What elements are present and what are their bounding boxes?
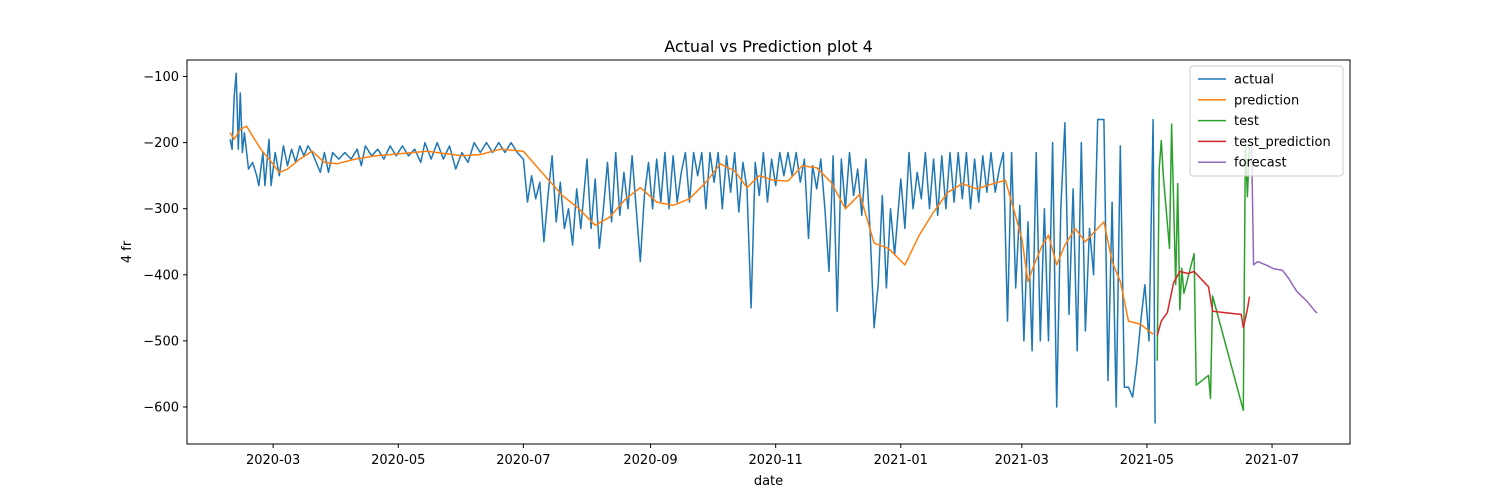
series-line-forecast [1250,142,1318,314]
y-tick-label: −300 [143,202,179,217]
x-tick-label: 2021-05 [1120,453,1174,468]
x-tick-label: 2021-07 [1245,453,1299,468]
legend-label: forecast [1234,156,1287,171]
x-axis: 2020-03 2020-05 2020-07 2020-09 2020-11 2021-… [246,444,1299,468]
series-layer [229,72,1318,424]
y-tick-label: −100 [143,70,179,85]
series-line-test [1156,123,1251,412]
legend-label: actual [1234,73,1274,88]
y-tick-label: −400 [143,268,179,283]
x-tick-label: 2020-05 [371,453,425,468]
y-tick-label: −200 [143,136,179,151]
y-tick-label: −500 [143,334,179,349]
x-tick-label: 2020-03 [246,453,300,468]
plot-area-frame [186,59,1351,445]
y-tick-label: −600 [143,400,179,415]
series-line-test-prediction [1156,270,1251,336]
legend-label: prediction [1234,93,1299,108]
legend-label: test_prediction [1234,135,1331,150]
series-line-prediction [229,125,1154,335]
series-line-actual [229,72,1156,424]
legend: actual prediction test test_predictionforec… [1189,65,1344,177]
x-tick-label: 2021-01 [874,453,928,468]
y-axis: −100 −200 −300 −400 −500 −600 [143,70,187,415]
x-axis-title: date [754,474,783,489]
x-tick-label: 2020-09 [623,453,677,468]
x-tick-label: 2020-07 [496,453,550,468]
y-axis-title: 4 fr [120,240,135,263]
x-tick-label: 2020-11 [749,453,803,468]
legend-label: test [1234,114,1259,129]
legend-box [1189,65,1344,177]
chart-title: Actual vs Prediction plot 4 [664,37,873,56]
x-tick-label: 2021-03 [995,453,1049,468]
